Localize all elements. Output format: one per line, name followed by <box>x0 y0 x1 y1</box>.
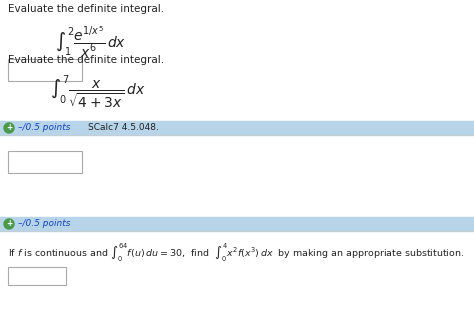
Bar <box>0 0 474 123</box>
Text: –/0.5 points: –/0.5 points <box>18 219 71 229</box>
Bar <box>0 231 474 327</box>
Circle shape <box>4 123 14 133</box>
Text: $\int_{0}^{7} \dfrac{x}{\sqrt{4+3x}}\,dx$: $\int_{0}^{7} \dfrac{x}{\sqrt{4+3x}}\,dx… <box>50 74 146 112</box>
Text: If $f$ is continuous and $\int_{0}^{64} f(u)\,du = 30$,  find  $\int_{0}^{4} x^2: If $f$ is continuous and $\int_{0}^{64} … <box>8 242 465 264</box>
Text: Evaluate the definite integral.: Evaluate the definite integral. <box>8 4 164 14</box>
Bar <box>0 135 474 219</box>
Circle shape <box>4 219 14 229</box>
Text: +: + <box>6 124 12 132</box>
Text: SCalc7 4.5.048.: SCalc7 4.5.048. <box>88 124 159 132</box>
Text: +: + <box>6 219 12 229</box>
Bar <box>0 217 474 231</box>
Text: Evaluate the definite integral.: Evaluate the definite integral. <box>8 55 164 65</box>
Bar <box>0 121 474 135</box>
Text: –/0.5 points: –/0.5 points <box>18 124 71 132</box>
FancyBboxPatch shape <box>8 59 82 81</box>
FancyBboxPatch shape <box>8 267 66 285</box>
Text: $\int_{1}^{2} \dfrac{e^{1/x^5}}{x^6}\,dx$: $\int_{1}^{2} \dfrac{e^{1/x^5}}{x^6}\,dx… <box>55 24 126 60</box>
FancyBboxPatch shape <box>8 151 82 173</box>
